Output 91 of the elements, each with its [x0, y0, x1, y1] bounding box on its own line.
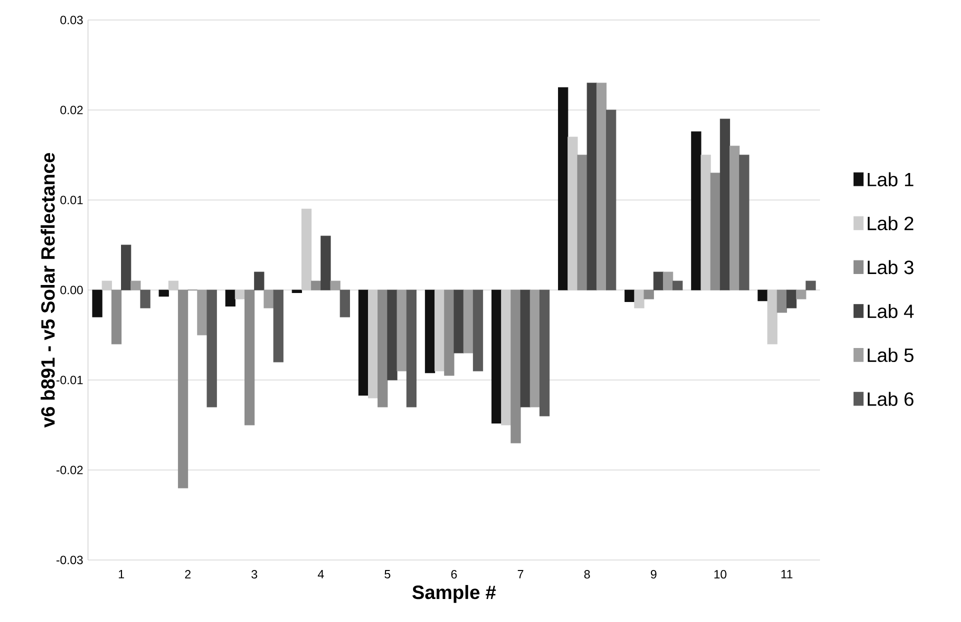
bar [776, 290, 787, 313]
bar [340, 290, 350, 318]
bar [491, 290, 502, 424]
bar [292, 290, 302, 293]
bar [577, 154, 588, 290]
bar [301, 208, 312, 290]
bar [472, 290, 484, 372]
x-tick-label: 11 [781, 570, 792, 578]
bar [111, 290, 122, 344]
bar [434, 290, 445, 372]
bar [178, 290, 188, 488]
y-tick-label: 0.02 [60, 106, 83, 114]
bar [758, 290, 768, 302]
bar [244, 290, 255, 426]
bar [254, 272, 264, 290]
bar [786, 290, 797, 308]
bar [168, 280, 178, 290]
bar [197, 290, 208, 336]
bar [320, 236, 331, 290]
x-tick-label: 7 [518, 570, 524, 578]
bar [158, 290, 169, 297]
bar [368, 290, 378, 398]
legend-label: Lab 1 [868, 172, 914, 186]
bar [358, 290, 369, 396]
bar [378, 290, 388, 408]
x-tick-label: 10 [714, 570, 726, 579]
y-tick-label: 0.01 [60, 196, 83, 204]
bar [596, 82, 607, 290]
x-tick-label: 8 [584, 570, 590, 579]
bar [454, 290, 464, 354]
x-tick-label: 3 [251, 570, 258, 579]
bar [102, 280, 112, 290]
bar [311, 280, 322, 290]
bar [273, 290, 284, 362]
bar [720, 118, 730, 290]
bar [92, 290, 102, 318]
bar [530, 290, 540, 408]
y-tick-label: 0.00 [60, 286, 83, 294]
bar [568, 136, 578, 290]
bar [624, 290, 635, 302]
x-tick-label: 6 [451, 570, 457, 579]
bar [140, 290, 150, 308]
x-tick-label: 9 [650, 570, 656, 579]
bar [700, 154, 711, 290]
x-tick-label: 5 [384, 570, 390, 578]
legend-label: Lab 3 [868, 260, 914, 274]
bar [501, 290, 512, 426]
bar [444, 290, 454, 376]
bar [644, 290, 654, 300]
bar [121, 244, 132, 290]
bar [520, 290, 530, 408]
bar [691, 131, 702, 290]
bar [806, 280, 816, 290]
bar [539, 290, 550, 416]
bar [730, 146, 740, 290]
bar [710, 172, 720, 290]
bar [130, 280, 141, 290]
y-axis-title: v6 b891 - v5 Solar Reflectance [40, 153, 55, 428]
bar [225, 290, 236, 306]
y-tick-label: 0.03 [60, 16, 83, 24]
bar [206, 290, 217, 408]
bar [424, 290, 436, 374]
y-tick-label: -0.01 [56, 376, 83, 384]
legend-label: Lab 5 [868, 348, 914, 362]
bar [510, 290, 521, 444]
x-tick-label: 2 [185, 570, 191, 578]
bar [672, 280, 683, 290]
bar [606, 110, 616, 290]
legend-label: Lab 6 [868, 392, 914, 406]
bar [558, 87, 568, 290]
bar [387, 290, 398, 380]
bar [662, 272, 674, 290]
legend-label: Lab 4 [868, 304, 914, 318]
x-tick-label: 1 [118, 570, 124, 578]
bar [463, 290, 474, 354]
x-tick-label: 4 [318, 570, 324, 578]
bar [234, 290, 246, 300]
y-tick-label: -0.02 [56, 466, 83, 474]
bar [739, 154, 750, 290]
bar [653, 272, 664, 290]
bar [586, 82, 597, 290]
bar [796, 290, 806, 300]
bar [396, 290, 407, 372]
x-axis-title: Sample # [412, 585, 496, 603]
legend-label: Lab 2 [868, 216, 914, 230]
bar [634, 290, 644, 308]
bar [264, 290, 274, 308]
bar [767, 290, 778, 344]
bar [330, 280, 340, 290]
bar [406, 290, 417, 408]
y-tick-label: -0.03 [56, 556, 83, 564]
